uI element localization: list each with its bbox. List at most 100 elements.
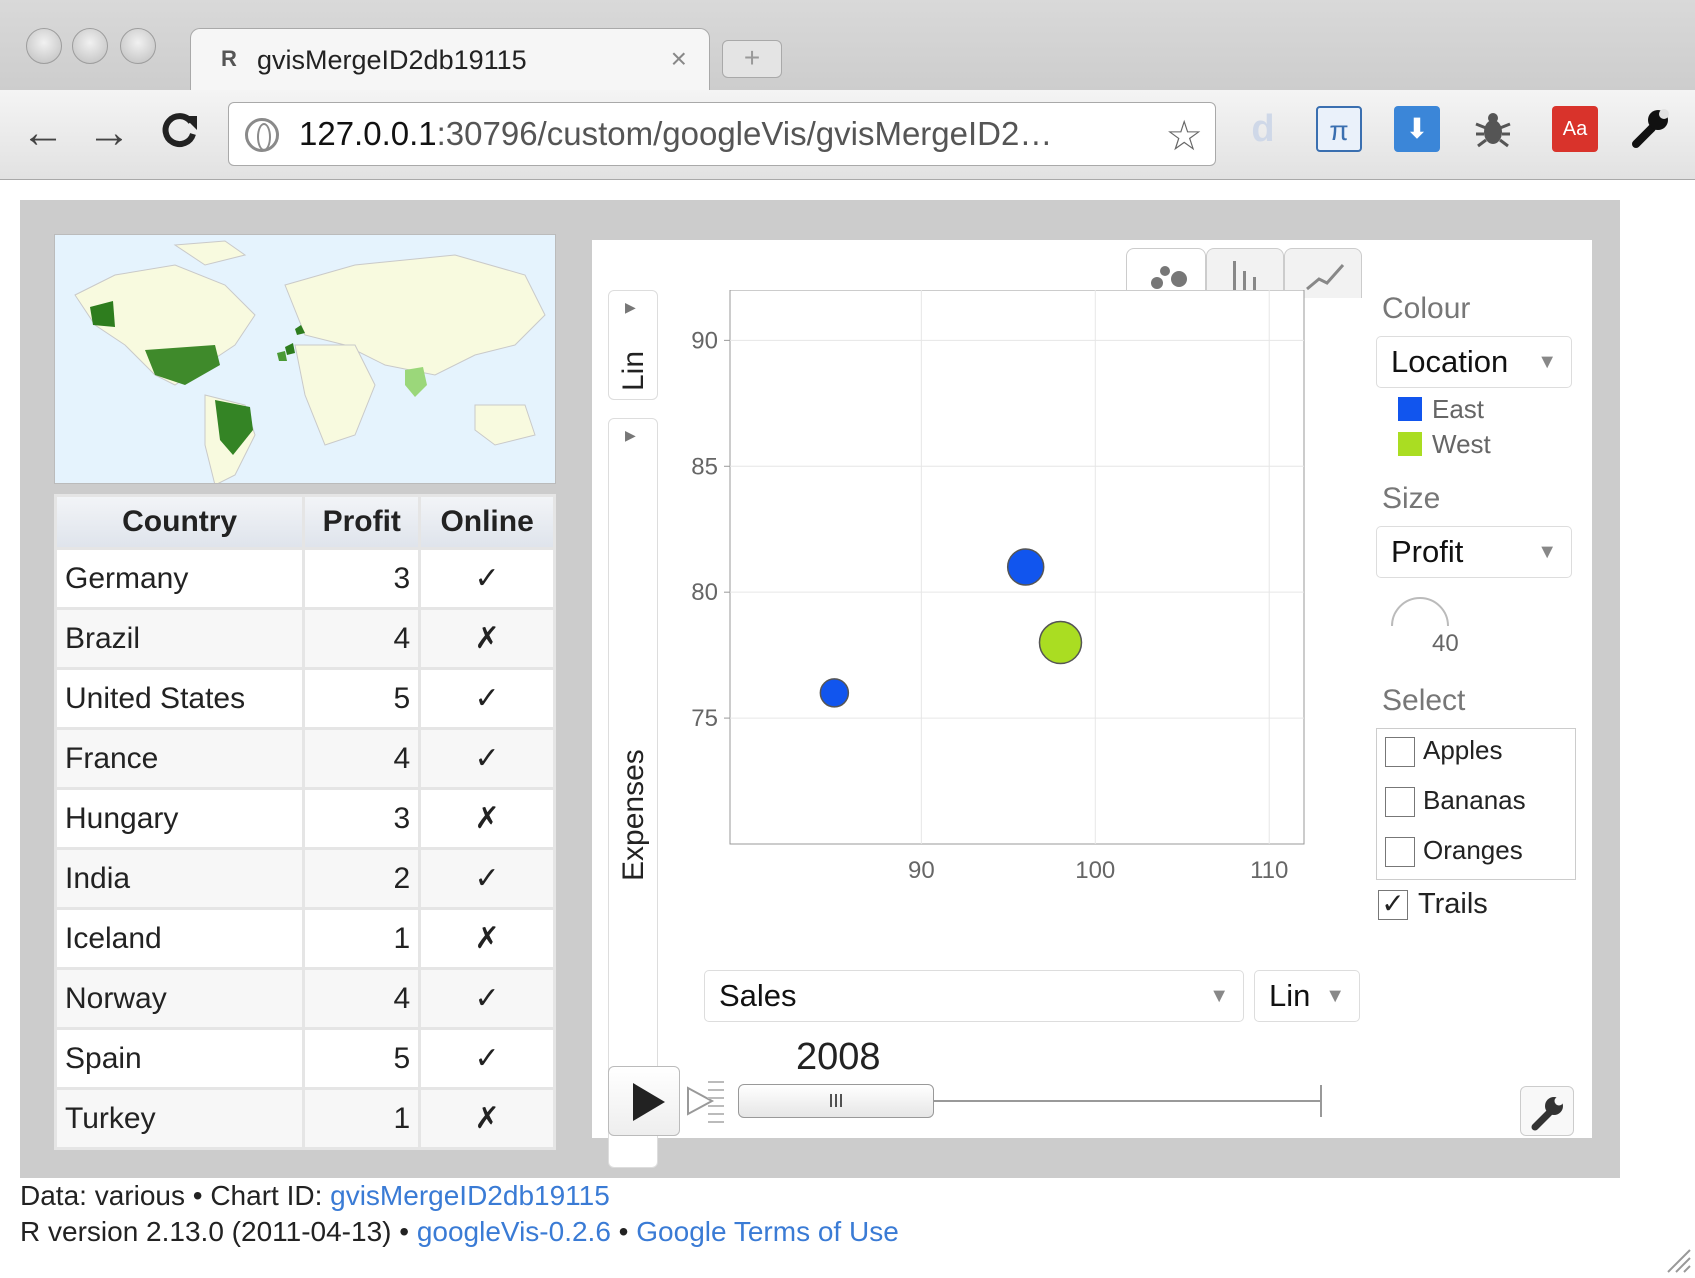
trails-checkbox[interactable]: ✓ <box>1378 890 1408 920</box>
chevron-down-icon: ▼ <box>1209 985 1229 1007</box>
time-slider-track[interactable] <box>738 1100 1320 1102</box>
browser-tab[interactable]: R gvisMergeID2db19115 × <box>190 28 710 92</box>
column-header-profit[interactable]: Profit <box>305 497 419 547</box>
cell-online: ✗ <box>421 610 553 667</box>
new-tab-button[interactable]: + <box>722 40 782 78</box>
legend-label-west: West <box>1432 429 1491 459</box>
time-slider-handle[interactable]: III <box>738 1084 934 1118</box>
colour-value: Location <box>1391 344 1509 379</box>
zoom-window-button[interactable] <box>120 28 156 64</box>
back-button[interactable]: ← <box>21 108 65 157</box>
table-row[interactable]: Hungary 3 ✗ <box>57 790 553 847</box>
bug-icon <box>1475 113 1511 148</box>
table-row[interactable]: Brazil 4 ✗ <box>57 610 553 667</box>
size-scale-value: 40 <box>1432 630 1459 657</box>
line-chart-icon <box>1306 264 1345 291</box>
expand-arrow-icon: ▶ <box>625 427 636 443</box>
table-row[interactable]: Germany 3 ✓ <box>57 550 553 607</box>
minimize-window-button[interactable] <box>72 28 108 64</box>
select-list: Apples Bananas Oranges <box>1376 728 1576 880</box>
data-point-west[interactable] <box>1038 620 1083 665</box>
checkbox-oranges[interactable] <box>1385 837 1415 867</box>
motion-chart: ▶ Lin ▶ Expenses 90 100 110 75 80 85 90 Colour… <box>592 240 1592 1168</box>
cell-country: Hungary <box>57 790 303 847</box>
y-tick-label: 85 <box>691 453 718 480</box>
google-terms-link[interactable]: Google Terms of Use <box>636 1216 899 1247</box>
trails-label[interactable]: Trails <box>1418 888 1488 920</box>
table-row[interactable]: United States 5 ✓ <box>57 670 553 727</box>
data-point-east[interactable] <box>1006 548 1045 586</box>
checkbox-apples[interactable] <box>1385 737 1415 767</box>
wrench-icon <box>1531 1096 1564 1131</box>
settings-button[interactable] <box>1520 1086 1574 1136</box>
select-item-bananas[interactable]: Bananas <box>1423 785 1526 815</box>
download-extension-icon[interactable]: ⬇ <box>1394 106 1440 152</box>
select-label: Select <box>1382 684 1466 717</box>
close-window-button[interactable] <box>26 28 62 64</box>
cell-online: ✗ <box>421 1090 553 1147</box>
size-scale-arc-icon <box>1391 597 1449 627</box>
forward-button[interactable]: → <box>87 108 131 157</box>
column-header-country[interactable]: Country <box>57 497 303 547</box>
bookmark-star-icon[interactable]: ☆ <box>1165 112 1203 159</box>
resize-grip-icon[interactable] <box>1664 1246 1692 1274</box>
select-item-oranges[interactable]: Oranges <box>1423 835 1523 865</box>
year-label: 2008 <box>796 1036 881 1078</box>
dictionary-extension-icon[interactable]: Aa <box>1552 106 1598 152</box>
cell-country: Iceland <box>57 910 303 967</box>
colour-label: Colour <box>1382 292 1471 325</box>
footer-line-2: R version 2.13.0 (2011-04-13) • googleVi… <box>20 1216 899 1248</box>
legend-swatch-east <box>1398 397 1422 421</box>
chevron-down-icon: ▼ <box>1325 985 1345 1007</box>
googlevis-link[interactable]: googleVis-0.2.6 <box>416 1216 611 1247</box>
size-dropdown[interactable]: Profit ▼ <box>1376 526 1572 578</box>
cell-profit: 1 <box>305 910 419 967</box>
bar-chart-icon <box>1233 261 1256 291</box>
data-point-east[interactable] <box>819 678 850 708</box>
r-logo-icon: R <box>221 46 237 71</box>
table-row[interactable]: Turkey 1 ✗ <box>57 1090 553 1147</box>
address-bar[interactable]: 127.0.0.1:30796/custom/googleVis/gvisMer… <box>228 102 1216 166</box>
table-row[interactable]: Iceland 1 ✗ <box>57 910 553 967</box>
footer-separator: • <box>610 1216 637 1247</box>
url-text: 127.0.0.1:30796/custom/googleVis/gvisMer… <box>299 115 1052 153</box>
bubble-chart-icon <box>1151 266 1187 289</box>
x-variable-dropdown[interactable]: Sales ▼ <box>704 970 1244 1022</box>
bug-extension-icon[interactable] <box>1470 106 1516 152</box>
delicious-extension-icon[interactable]: d <box>1251 108 1275 150</box>
wrench-menu-button[interactable] <box>1628 106 1674 152</box>
chart-id-link[interactable]: gvisMergeID2db19115 <box>330 1180 610 1211</box>
cell-online: ✓ <box>421 850 553 907</box>
y-variable-selector[interactable]: ▶ Expenses <box>608 418 658 1168</box>
table-row[interactable]: France 4 ✓ <box>57 730 553 787</box>
table-row[interactable]: Norway 4 ✓ <box>57 970 553 1027</box>
cell-profit: 5 <box>305 670 419 727</box>
wrench-icon <box>1632 109 1669 148</box>
x-scale-value: Lin <box>1269 978 1311 1013</box>
play-icon <box>633 1083 665 1121</box>
cell-country: United States <box>57 670 303 727</box>
data-table: Country Profit Online Germany 3 ✓ Brazil 4 ✗ U… <box>54 494 556 1150</box>
table-row[interactable]: India 2 ✓ <box>57 850 553 907</box>
close-tab-icon[interactable]: × <box>670 43 687 74</box>
cell-country: Turkey <box>57 1090 303 1147</box>
size-value: Profit <box>1391 534 1464 569</box>
cell-online: ✓ <box>421 730 553 787</box>
scatter-plot[interactable]: 90 100 110 75 80 85 90 <box>664 290 1384 900</box>
pi-extension-icon[interactable]: π <box>1316 106 1362 152</box>
play-button[interactable] <box>608 1066 680 1136</box>
y-tick-label: 90 <box>691 327 718 354</box>
reload-button[interactable] <box>154 108 204 158</box>
chevron-down-icon: ▼ <box>1537 541 1557 563</box>
tab-strip: R gvisMergeID2db19115 × + <box>0 0 1695 92</box>
geo-map[interactable] <box>54 234 556 484</box>
select-item-apples[interactable]: Apples <box>1423 735 1503 765</box>
checkbox-bananas[interactable] <box>1385 787 1415 817</box>
speed-control-icon[interactable] <box>684 1074 728 1130</box>
y-variable-label: Expenses <box>617 749 650 881</box>
colour-dropdown[interactable]: Location ▼ <box>1376 336 1572 388</box>
y-scale-button[interactable]: ▶ Lin <box>608 290 658 400</box>
x-scale-dropdown[interactable]: Lin ▼ <box>1254 970 1360 1022</box>
table-row[interactable]: Spain 5 ✓ <box>57 1030 553 1087</box>
column-header-online[interactable]: Online <box>421 497 553 547</box>
